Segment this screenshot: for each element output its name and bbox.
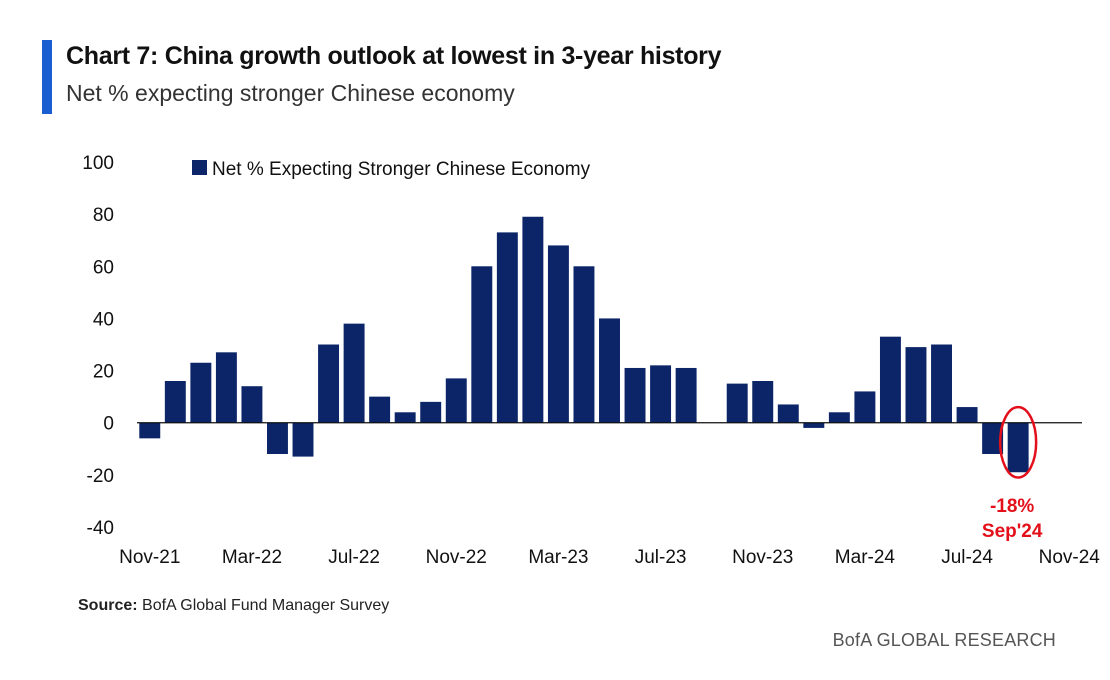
x-tick-label: Nov-24: [1039, 547, 1101, 568]
chart-subtitle: Net % expecting stronger Chinese economy: [66, 80, 515, 106]
bar: [241, 386, 263, 423]
bar: [215, 352, 237, 423]
bar: [777, 404, 799, 423]
bar: [931, 344, 952, 423]
bar: [982, 422, 1004, 454]
annotation-date-label: Sep'24: [982, 521, 1043, 542]
bar: [190, 362, 212, 423]
bar: [828, 412, 850, 423]
bar: [905, 347, 927, 423]
chart-title: Chart 7: China growth outlook at lowest …: [66, 42, 722, 70]
bar: [650, 365, 672, 423]
bar: [164, 381, 186, 423]
bar: [573, 266, 595, 423]
bar: [752, 381, 774, 423]
bar: [369, 396, 391, 423]
x-tick-label: Jul-23: [635, 547, 687, 568]
x-tick-label: Mar-24: [835, 547, 896, 568]
bar: [394, 412, 416, 423]
bar: [624, 367, 646, 423]
x-tick-label: Mar-22: [222, 547, 282, 568]
y-tick-label: -20: [87, 466, 114, 487]
bar: [471, 266, 493, 423]
bar: [1007, 422, 1029, 473]
x-tick-label: Jul-24: [941, 547, 993, 568]
bar: [522, 216, 544, 423]
x-tick-label: Mar-23: [528, 547, 588, 568]
y-tick-label: -40: [87, 518, 114, 539]
x-tick-label: Jul-22: [328, 547, 380, 568]
bar: [343, 323, 365, 423]
source-label: Source:: [78, 597, 138, 614]
x-tick-label: Nov-22: [426, 547, 487, 568]
y-tick-label: 60: [93, 257, 114, 278]
y-tick-label: 80: [93, 205, 114, 226]
annotation-value-label: -18%: [990, 496, 1034, 517]
bar: [267, 422, 288, 454]
bar: [318, 344, 340, 423]
bar: [292, 422, 314, 457]
y-tick-label: 40: [93, 309, 114, 330]
y-tick-label: 100: [82, 153, 114, 174]
bar: [599, 318, 620, 423]
bar: [547, 245, 569, 423]
bar: [854, 391, 876, 423]
bar: [139, 422, 161, 439]
bar: [496, 232, 518, 423]
bar: [420, 401, 442, 423]
y-tick-label: 20: [93, 362, 114, 383]
title-accent-bar: [42, 40, 52, 114]
bar-chart: -40 -20 0 20 40 60 80 100 Nov-21 Mar-22 Jul-22 Nov-…: [82, 153, 1101, 568]
source-text: BofA Global Fund Manager Survey: [142, 597, 390, 614]
legend-swatch: [192, 160, 207, 175]
x-tick-label: Nov-23: [732, 547, 793, 568]
y-tick-label: 0: [103, 414, 114, 435]
brand-footer: BofA GLOBAL RESEARCH: [832, 630, 1056, 650]
annotation-circle: [998, 405, 1038, 479]
bar: [803, 422, 825, 428]
bar: [879, 336, 901, 423]
bar: [445, 378, 467, 423]
bar: [956, 407, 978, 423]
bar: [726, 383, 748, 423]
legend-label: Net % Expecting Stronger Chinese Economy: [212, 159, 591, 180]
bar: [675, 367, 697, 423]
source-note: Source: BofA Global Fund Manager Survey: [78, 597, 389, 615]
x-tick-label: Nov-21: [119, 547, 180, 568]
